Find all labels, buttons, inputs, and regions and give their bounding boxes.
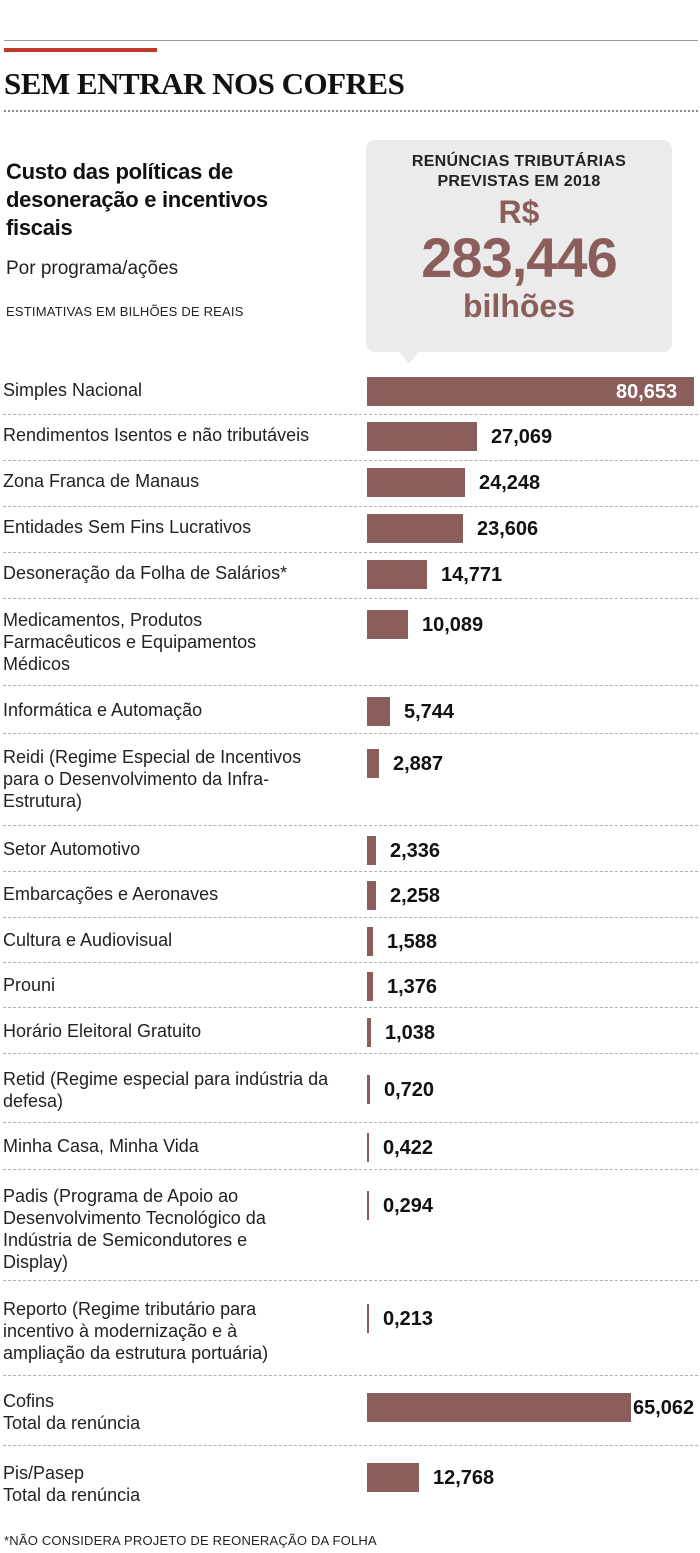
bar (367, 836, 376, 865)
callout-unit: bilhões (462, 288, 575, 324)
chart-subtitle-2: Por programa/ações (6, 258, 179, 279)
row-separator (3, 1007, 698, 1008)
total-callout: RENÚNCIAS TRIBUTÁRIAS PREVISTAS EM 2018 … (366, 140, 672, 352)
bar (367, 1463, 419, 1492)
row-separator (3, 506, 698, 507)
bar-value-label: 1,038 (385, 1022, 436, 1044)
bar (367, 1018, 371, 1047)
bar (367, 1393, 631, 1422)
bar-value-label: 65,062 (633, 1397, 695, 1419)
bar-label: Reporto (Regime tributário para incentiv… (3, 1299, 269, 1363)
bar-value-label: 0,213 (383, 1308, 434, 1330)
callout-heading: RENÚNCIAS TRIBUTÁRIAS PREVISTAS EM 2018 (411, 153, 627, 190)
bar-label: Medicamentos, Produtos Farmacêuticos e E… (3, 610, 257, 674)
footnote: *NÃO CONSIDERA PROJETO DE REONERAÇÃO DA … (4, 1533, 377, 1548)
bar-value-label: 0,720 (384, 1079, 435, 1101)
bar-value-label: 24,248 (479, 472, 541, 494)
bar (367, 1075, 370, 1104)
bar-value-label: 2,258 (390, 885, 441, 907)
bar (367, 881, 376, 910)
row-separator (3, 825, 698, 826)
row-separator (3, 733, 698, 734)
accent-rule (4, 48, 157, 52)
row-separator (3, 871, 698, 872)
bar (367, 1133, 369, 1162)
row-separator (3, 962, 698, 963)
top-rule (4, 40, 698, 41)
bar (367, 1191, 369, 1220)
callout-pointer (398, 350, 420, 364)
bar-value-label: 27,069 (491, 426, 553, 448)
row-separator (3, 552, 698, 553)
bar-label: Zona Franca de Manaus (3, 471, 200, 491)
bar-label: Padis (Programa de Apoio ao Desenvolvime… (3, 1186, 266, 1272)
headline: SEM ENTRAR NOS COFRES (4, 66, 405, 101)
bar-value-label: 0,294 (383, 1195, 434, 1217)
row-separator (3, 598, 698, 599)
bar (367, 749, 379, 778)
row-separator (3, 460, 698, 461)
row-separator (3, 1169, 698, 1170)
headline-divider (4, 110, 698, 112)
row-separator (3, 414, 698, 415)
bar-label: Rendimentos Isentos e não tributáveis (3, 425, 310, 445)
row-separator (3, 685, 698, 686)
bar (367, 1304, 369, 1333)
bar-value-label: 80,653 (616, 381, 678, 403)
row-separator (3, 1445, 698, 1446)
bar-label: Cultura e Audiovisual (3, 930, 173, 950)
bar-value-label: 2,336 (390, 840, 441, 862)
bar-label: Retid (Regime especial para indústria da… (3, 1069, 329, 1111)
bar-label: Pis/Pasep Total da renúncia (3, 1463, 141, 1505)
bar-value-label: 1,376 (387, 976, 438, 998)
bar (367, 468, 465, 497)
callout-value: 283,446 (421, 226, 617, 289)
bar-label: Embarcações e Aeronaves (3, 884, 219, 904)
row-separator (3, 1122, 698, 1123)
chart-subtitle: Custo das políticas de desoneração e inc… (6, 159, 268, 240)
bar-label: Horário Eleitoral Gratuito (3, 1021, 202, 1041)
bar (367, 697, 390, 726)
bar-label: Informática e Automação (3, 700, 203, 720)
bar-value-label: 23,606 (477, 518, 539, 540)
row-separator (3, 917, 698, 918)
bar-label: Cofins Total da renúncia (3, 1391, 141, 1433)
row-separator (3, 1375, 698, 1376)
bar-label: Setor Automotivo (3, 839, 141, 859)
row-separator (3, 1280, 698, 1281)
bar-value-label: 5,744 (404, 701, 455, 723)
row-separator (3, 1053, 698, 1054)
bar-value-label: 14,771 (441, 564, 503, 586)
bar (367, 514, 463, 543)
bar-label: Entidades Sem Fins Lucrativos (3, 517, 252, 537)
bar-label: Simples Nacional (3, 380, 143, 400)
bar (367, 377, 694, 406)
bar (367, 560, 427, 589)
bar (367, 972, 373, 1001)
bar-value-label: 0,422 (383, 1137, 434, 1159)
units-note: ESTIMATIVAS EM BILHÕES DE REAIS (6, 304, 244, 319)
bar (367, 610, 408, 639)
bar (367, 927, 373, 956)
bar-label: Reidi (Regime Especial de Incentivos par… (3, 747, 302, 811)
bar-value-label: 10,089 (422, 614, 484, 636)
bar (367, 422, 477, 451)
bar-value-label: 1,588 (387, 931, 438, 953)
bar-label: Prouni (3, 975, 56, 995)
bar-label: Minha Casa, Minha Vida (3, 1136, 199, 1156)
bar-label: Desoneração da Folha de Salários* (3, 563, 288, 583)
bar-value-label: 2,887 (393, 753, 444, 775)
callout-currency: R$ (498, 194, 540, 230)
bar-value-label: 12,768 (433, 1467, 495, 1489)
